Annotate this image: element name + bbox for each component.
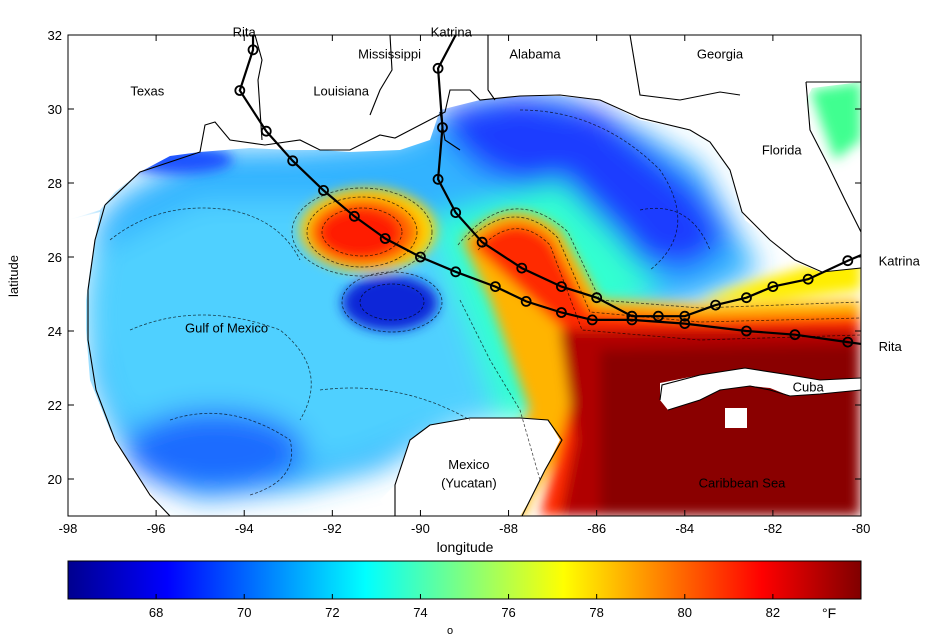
track-point-rita — [520, 295, 532, 307]
x-tick-label: -82 — [763, 521, 782, 536]
place-label-caribbean-sea: Caribbean Sea — [699, 476, 786, 491]
track-point-rita — [586, 314, 598, 326]
place-label-cuba: Cuba — [793, 380, 825, 395]
x-axis: -98 -96 -94 -92 -90 -88 -86 -84 -82 -80 — [59, 35, 871, 536]
track-name-katrina: Katrina — [431, 24, 473, 39]
y-axis: 20 22 24 26 28 30 32 — [48, 28, 861, 487]
place-labels: Texas Louisiana Mississippi Alabama Georgia F… — [130, 24, 920, 490]
x-tick-label: -92 — [323, 521, 342, 536]
track-point-katrina — [591, 292, 603, 304]
place-label-louisiana: Louisiana — [313, 84, 369, 99]
track-end-label-katrina: Katrina — [879, 254, 921, 269]
place-label-yucatan: (Yucatan) — [441, 476, 497, 491]
y-tick-label: 24 — [48, 324, 62, 339]
x-tick-label: -84 — [675, 521, 694, 536]
track-point-katrina — [710, 299, 722, 311]
x-tick-label: -88 — [499, 521, 518, 536]
plot-area: Texas Louisiana Mississippi Alabama Georgia F… — [6, 24, 921, 555]
place-label-gulf-of-mexico: Gulf of Mexico — [185, 320, 268, 335]
place-label-alabama: Alabama — [509, 47, 561, 62]
track-point-katrina — [516, 262, 528, 274]
place-label-mississippi: Mississippi — [358, 47, 421, 62]
storm-tracks — [234, 35, 861, 348]
track-point-rita — [415, 251, 426, 263]
track-point-katrina — [432, 62, 444, 74]
track-point-katrina — [652, 310, 664, 322]
track-point-katrina — [432, 173, 444, 185]
track-point-katrina — [741, 292, 752, 304]
place-label-georgia: Georgia — [697, 47, 744, 62]
y-tick-label: 32 — [48, 28, 62, 43]
track-point-rita — [260, 125, 272, 137]
x-axis-label: longitude — [437, 539, 494, 555]
y-axis-label: latitude — [6, 255, 21, 297]
x-tick-label: -80 — [852, 521, 871, 536]
colorbar-unit-label: °F — [822, 605, 836, 621]
track-line-katrina — [436, 35, 861, 318]
track-point-katrina — [767, 281, 779, 293]
y-tick-label: 28 — [48, 176, 62, 191]
track-point-rita — [379, 233, 391, 244]
colorbar-tick-label: 74 — [413, 605, 427, 620]
colorbar-tick-label: 76 — [501, 605, 515, 620]
plot-frame — [67, 34, 862, 517]
colorbar-tick-label: 82 — [766, 605, 780, 620]
place-label-texas: Texas — [130, 84, 164, 99]
track-point-katrina — [802, 273, 814, 285]
track-point-rita — [348, 210, 360, 222]
colorbar-ticks: 68 70 72 74 76 78 80 82 — [149, 594, 780, 620]
colorbar-tick-label: 80 — [678, 605, 692, 620]
track-point-katrina — [556, 281, 567, 293]
track-name-rita: Rita — [233, 24, 257, 39]
track-line-rita — [238, 35, 861, 346]
track-point-rita — [679, 318, 691, 330]
x-tick-label: -96 — [147, 521, 166, 536]
track-point-rita — [556, 307, 567, 318]
colorbar-degree-mark: o — [447, 625, 453, 637]
track-point-katrina — [679, 310, 691, 322]
colorbar-swatch — [67, 560, 862, 600]
colorbar-tick-label: 78 — [589, 605, 603, 620]
contour-lines — [109, 109, 861, 496]
x-tick-label: -86 — [587, 521, 606, 536]
y-tick-label: 30 — [48, 102, 62, 117]
x-tick-label: -90 — [411, 521, 430, 536]
colorbar-tick-label: 70 — [237, 605, 251, 620]
track-point-rita — [234, 85, 246, 96]
track-end-label-rita: Rita — [879, 339, 903, 354]
track-point-katrina — [842, 255, 854, 267]
y-tick-label: 22 — [48, 398, 62, 413]
y-tick-label: 26 — [48, 250, 62, 265]
track-point-rita — [741, 325, 752, 337]
track-point-katrina — [626, 310, 638, 322]
colorbar-tick-label: 72 — [325, 605, 339, 620]
place-label-florida: Florida — [762, 143, 803, 158]
track-point-rita — [287, 155, 299, 167]
x-tick-label: -94 — [235, 521, 254, 536]
track-point-rita — [842, 336, 854, 348]
y-tick-label: 20 — [48, 472, 62, 487]
track-point-katrina — [437, 122, 448, 133]
track-point-rita — [489, 281, 501, 293]
track-point-katrina — [476, 236, 488, 248]
x-tick-label: -98 — [59, 521, 78, 536]
colorbar-tick-label: 68 — [149, 605, 163, 620]
track-point-rita — [450, 266, 462, 278]
place-label-mexico: Mexico — [448, 457, 489, 472]
track-point-katrina — [450, 207, 462, 219]
colorbar: 68 70 72 74 76 78 80 82 °F o — [67, 560, 862, 637]
track-point-rita — [318, 184, 329, 196]
track-point-rita — [247, 44, 259, 56]
track-point-rita — [789, 329, 801, 341]
